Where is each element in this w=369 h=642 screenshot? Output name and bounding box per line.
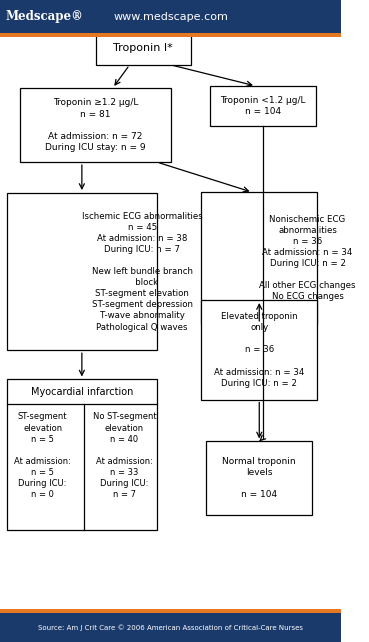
FancyBboxPatch shape [7,193,157,351]
Text: Troponin I*: Troponin I* [113,43,173,53]
FancyBboxPatch shape [201,193,317,324]
Text: ST-segment
elevation
n = 5

At admission:
n = 5
During ICU:
n = 0: ST-segment elevation n = 5 At admission:… [14,412,71,499]
Text: www.medscape.com: www.medscape.com [113,12,228,22]
Text: Myocardial infarction: Myocardial infarction [31,386,133,397]
FancyBboxPatch shape [206,442,312,515]
FancyBboxPatch shape [210,86,315,126]
Bar [0,0,341,33]
Text: Source: Am J Crit Care © 2006 American Association of Critical-Care Nurses: Source: Am J Crit Care © 2006 American A… [38,624,303,631]
Bar [0,613,341,642]
Text: Troponin ≥1.2 μg/L
n = 81

At admission: n = 72
During ICU stay: n = 9: Troponin ≥1.2 μg/L n = 81 At admission: … [45,98,146,152]
Text: Elevated troponin
only

n = 36

At admission: n = 34
During ICU: n = 2: Elevated troponin only n = 36 At admissi… [214,312,304,388]
Text: Ischemic ECG abnormalities
n = 45
At admission: n = 38
During ICU: n = 7

New le: Ischemic ECG abnormalities n = 45 At adm… [82,212,203,331]
Text: Nonischemic ECG
abnormalities
n = 36
At admission: n = 34
During ICU: n = 2

All: Nonischemic ECG abnormalities n = 36 At … [259,214,356,302]
Bar [0,33,341,37]
Text: Medscape®: Medscape® [5,10,83,23]
Text: No ST-segment
elevation
n = 40

At admission:
n = 33
During ICU:
n = 7: No ST-segment elevation n = 40 At admiss… [93,412,156,499]
FancyBboxPatch shape [201,300,317,399]
Text: Normal troponin
levels

n = 104: Normal troponin levels n = 104 [223,457,296,499]
Bar [0,609,341,613]
Text: Troponin <1.2 μg/L
n = 104: Troponin <1.2 μg/L n = 104 [220,96,306,116]
FancyBboxPatch shape [20,88,170,162]
FancyBboxPatch shape [96,31,191,65]
FancyBboxPatch shape [7,379,157,530]
